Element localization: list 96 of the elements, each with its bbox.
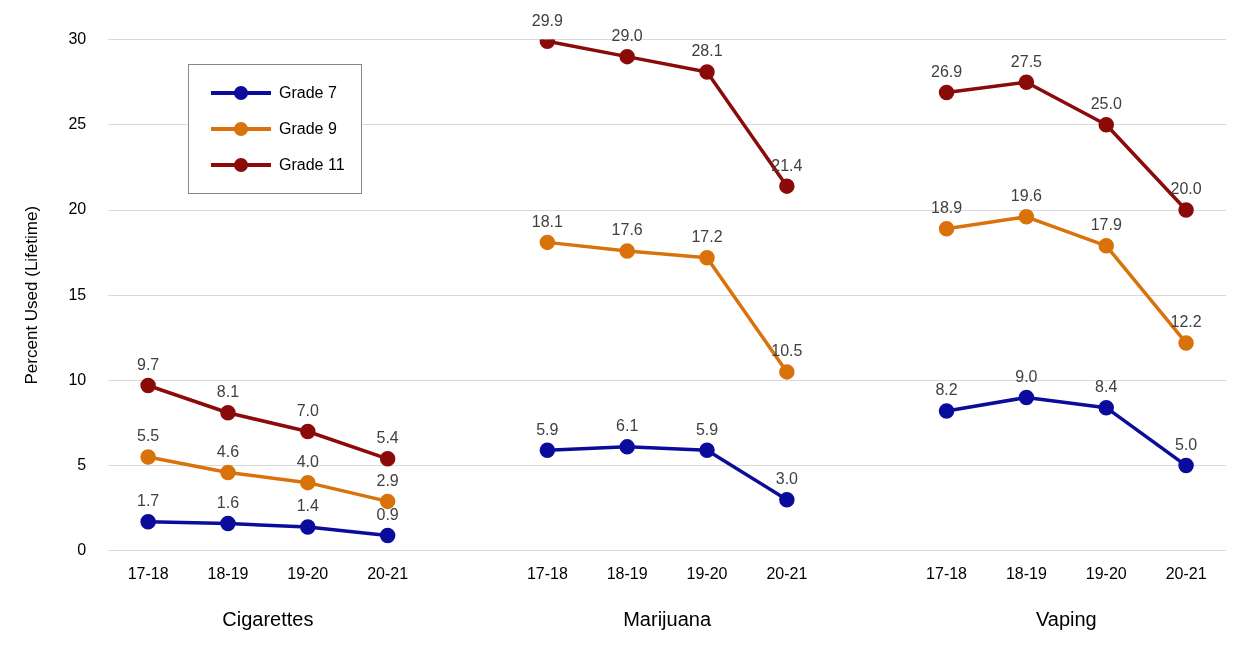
point — [300, 474, 316, 491]
data-label: 5.5 — [136, 427, 160, 445]
point — [699, 249, 715, 266]
point — [1178, 335, 1194, 351]
x-tick-label: 19-20 — [1085, 564, 1127, 582]
data-label: 18.1 — [531, 212, 564, 230]
data-label: 7.0 — [296, 401, 320, 419]
data-label: 8.1 — [216, 383, 240, 401]
data-label: 25.0 — [1090, 95, 1122, 113]
point — [938, 84, 955, 101]
point — [619, 48, 635, 65]
point — [220, 515, 236, 532]
point — [300, 423, 316, 440]
data-label: 1.6 — [216, 493, 240, 511]
data-label: 5.4 — [376, 429, 399, 447]
text: Vaping — [1035, 607, 1097, 630]
x-tick-label: 17-18 — [926, 564, 968, 582]
data-label: 19.6 — [1010, 187, 1043, 205]
y-tick-label: 15 — [68, 285, 87, 303]
point — [140, 449, 156, 465]
data-label: 17.9 — [1090, 216, 1122, 234]
y-tick-label: 30 — [68, 30, 87, 48]
x-tick-label: 20-21 — [367, 564, 409, 582]
text: Cigarettes — [222, 607, 314, 630]
point — [1178, 457, 1194, 474]
data-label: 4.6 — [216, 442, 240, 460]
data-label: 1.4 — [296, 497, 320, 515]
point — [1018, 209, 1035, 225]
data-label: 5.0 — [1174, 436, 1198, 454]
point — [220, 405, 236, 421]
data-label: 4.0 — [296, 453, 320, 471]
y-tick-label: 20 — [68, 200, 87, 218]
data-label: 8.2 — [935, 381, 958, 399]
text: Marijuana — [623, 607, 712, 630]
data-label: 0.9 — [376, 505, 399, 523]
point — [779, 364, 795, 380]
point — [300, 519, 316, 535]
legend-label: Grade 9 — [279, 120, 337, 138]
data-label: 29.9 — [531, 11, 564, 29]
point — [938, 220, 955, 237]
data-label: 6.1 — [616, 417, 639, 435]
x-tick-label: 18-19 — [606, 564, 648, 582]
x-tick-label: 18-19 — [1005, 564, 1047, 582]
data-label: 20.0 — [1170, 180, 1202, 198]
point — [938, 403, 955, 419]
data-label: 28.1 — [691, 42, 723, 60]
x-tick-label: 17-18 — [127, 564, 169, 582]
x-tick-label: 19-20 — [686, 564, 728, 582]
point — [699, 64, 715, 80]
point — [699, 442, 715, 459]
data-label: 1.7 — [136, 492, 160, 510]
point — [379, 527, 396, 544]
x-tick-label: 17-18 — [526, 564, 568, 582]
x-tick-label: 20-21 — [766, 564, 808, 582]
data-label: 27.5 — [1010, 52, 1043, 70]
legend-label: Grade 7 — [279, 84, 337, 102]
data-label: 21.4 — [771, 156, 803, 174]
x-tick-label: 19-20 — [287, 564, 329, 582]
point — [140, 514, 156, 530]
data-label: 17.6 — [611, 221, 643, 239]
point — [1098, 238, 1114, 254]
y-axis-title: Percent Used (Lifetime) — [21, 205, 41, 385]
data-label: 29.0 — [611, 27, 643, 45]
data-label: 3.0 — [775, 470, 799, 488]
data-label: 17.2 — [691, 228, 723, 246]
point — [1178, 202, 1194, 218]
point — [779, 178, 795, 194]
data-label: 18.9 — [930, 199, 963, 217]
point — [379, 451, 396, 467]
data-label: 26.9 — [930, 62, 963, 80]
legend-label: Grade 11 — [279, 156, 345, 174]
point — [220, 464, 236, 481]
data-label: 8.4 — [1095, 378, 1118, 396]
point — [539, 234, 556, 251]
point — [140, 377, 156, 394]
point — [1098, 399, 1114, 416]
data-label: 12.2 — [1170, 313, 1202, 331]
point — [1018, 389, 1035, 406]
data-label: 5.9 — [536, 420, 559, 438]
data-label: 9.7 — [136, 355, 160, 373]
y-tick-label: 5 — [77, 456, 87, 474]
point — [619, 439, 635, 455]
y-tick-label: 10 — [68, 370, 87, 388]
x-tick-label: 18-19 — [207, 564, 249, 582]
data-label: 5.9 — [695, 420, 719, 438]
data-label: 9.0 — [1015, 367, 1038, 385]
x-tick-label: 20-21 — [1165, 564, 1207, 582]
data-label: 2.9 — [376, 471, 399, 489]
point — [619, 243, 635, 259]
y-tick-label: 25 — [68, 115, 87, 133]
y-tick-label: 0 — [77, 541, 87, 559]
data-label: 10.5 — [771, 342, 803, 360]
point — [1098, 117, 1114, 133]
point — [1018, 74, 1035, 90]
point — [539, 442, 556, 459]
point — [779, 491, 795, 508]
